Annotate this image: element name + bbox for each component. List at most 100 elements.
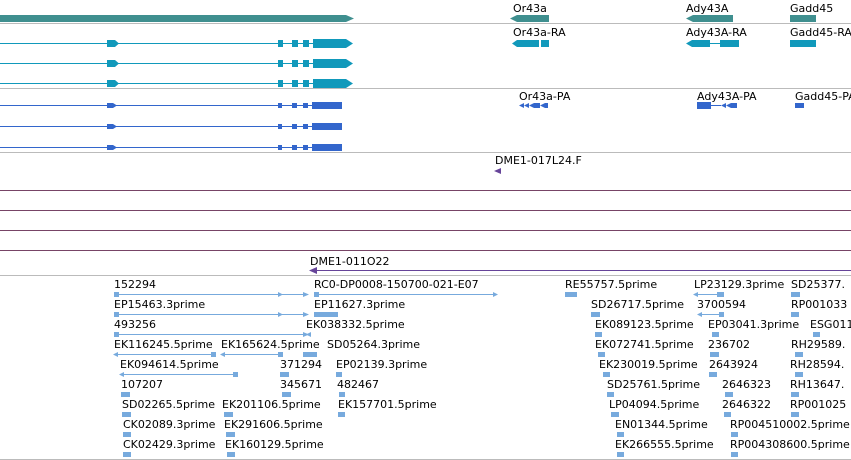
est-feature[interactable] — [282, 392, 291, 397]
est-label[interactable]: RP001033 — [791, 298, 847, 311]
est-feature[interactable] — [226, 432, 235, 437]
est-feature[interactable] — [731, 452, 738, 457]
gene-label-gadd45[interactable]: Gadd45 — [790, 2, 833, 15]
est-feature[interactable] — [725, 392, 733, 397]
est-feature[interactable] — [693, 292, 724, 297]
est-label[interactable]: 107207 — [121, 378, 163, 391]
est-feature[interactable] — [791, 392, 799, 397]
est-feature[interactable] — [607, 392, 614, 397]
est-label[interactable]: RP001025 — [790, 398, 846, 411]
est-feature[interactable] — [224, 412, 233, 417]
probe-label-dme1-011o22[interactable]: DME1-011O22 — [310, 255, 390, 268]
transcript-label-gadd45-ra[interactable]: Gadd45-RA — [790, 26, 851, 39]
est-feature[interactable] — [336, 372, 342, 377]
est-feature[interactable] — [122, 412, 131, 417]
est-feature[interactable] — [303, 352, 317, 357]
est-label[interactable]: SD05264.3prime — [327, 338, 420, 351]
protein-model[interactable] — [697, 102, 737, 109]
est-feature[interactable] — [339, 392, 345, 397]
protein-model[interactable] — [0, 144, 342, 151]
probe-feature[interactable] — [309, 267, 851, 274]
est-label[interactable]: SD26717.5prime — [591, 298, 684, 311]
protein-model[interactable] — [0, 102, 342, 109]
est-label[interactable]: 482467 — [337, 378, 379, 391]
est-feature[interactable] — [113, 352, 216, 357]
est-label[interactable]: ESG011 — [810, 318, 851, 331]
est-label[interactable]: 2646322 — [722, 398, 771, 411]
transcript-label-or43a-pa[interactable]: Or43a-PA — [519, 90, 571, 103]
est-label[interactable]: 3700594 — [697, 298, 746, 311]
est-label[interactable]: EK230019.5prime — [599, 358, 698, 371]
transcript-label-gadd45-pa[interactable]: Gadd45-PA — [795, 90, 851, 103]
est-label[interactable]: LP04094.5prime — [609, 398, 700, 411]
est-label[interactable]: CK02089.3prime — [123, 418, 216, 431]
transcript-model[interactable] — [0, 59, 353, 68]
est-feature[interactable] — [595, 332, 602, 337]
est-label[interactable]: EP11627.3prime — [314, 298, 405, 311]
est-label[interactable]: 152294 — [114, 278, 156, 291]
est-label[interactable]: EP15463.3prime — [114, 298, 205, 311]
est-feature[interactable] — [603, 372, 610, 377]
est-feature[interactable] — [114, 312, 309, 317]
est-feature[interactable] — [227, 452, 235, 457]
est-feature[interactable] — [791, 412, 799, 417]
transcript-model[interactable] — [686, 40, 739, 47]
est-feature[interactable] — [617, 432, 624, 437]
est-label[interactable]: RP004308600.5prime — [730, 438, 850, 451]
est-label[interactable]: EP03041.3prime — [708, 318, 799, 331]
transcript-label-ady43a-pa[interactable]: Ady43A-PA — [697, 90, 757, 103]
est-label[interactable]: EK266555.5prime — [615, 438, 714, 451]
est-label[interactable]: 2646323 — [722, 378, 771, 391]
est-feature[interactable] — [280, 372, 289, 377]
gene-label-ady43a[interactable]: Ady43A — [686, 2, 729, 15]
est-label[interactable]: EK160129.5prime — [225, 438, 324, 451]
est-label[interactable]: RH29589. — [791, 338, 845, 351]
gene-feature[interactable] — [790, 15, 816, 22]
est-label[interactable]: SD25761.5prime — [607, 378, 700, 391]
est-feature[interactable] — [710, 352, 719, 357]
est-feature[interactable] — [731, 432, 738, 437]
est-label[interactable]: EN01344.5prime — [615, 418, 708, 431]
est-feature[interactable] — [795, 372, 803, 377]
est-feature[interactable] — [617, 452, 624, 457]
est-label[interactable]: 345671 — [280, 378, 322, 391]
est-feature[interactable] — [598, 352, 605, 357]
est-label[interactable]: RH13647. — [790, 378, 844, 391]
est-label[interactable]: RC0-DP0008-150700-021-E07 — [314, 278, 479, 291]
gene-feature[interactable] — [0, 15, 346, 22]
est-feature[interactable] — [709, 372, 717, 377]
est-feature[interactable] — [123, 452, 131, 457]
est-feature[interactable] — [314, 312, 338, 317]
est-feature[interactable] — [791, 292, 800, 297]
transcript-label-or43a-ra[interactable]: Or43a-RA — [513, 26, 566, 39]
est-label[interactable]: EK116245.5prime — [114, 338, 213, 351]
transcript-model[interactable] — [0, 79, 353, 88]
est-feature[interactable] — [611, 412, 619, 417]
est-label[interactable]: SD25377. — [791, 278, 845, 291]
est-feature[interactable] — [791, 312, 799, 317]
est-label[interactable]: EK072741.5prime — [595, 338, 694, 351]
transcript-model[interactable] — [0, 39, 353, 48]
est-feature[interactable] — [123, 432, 131, 437]
est-label[interactable]: RE55757.5prime — [565, 278, 657, 291]
est-feature[interactable] — [119, 372, 238, 377]
gene-feature[interactable] — [693, 15, 733, 22]
transcript-label-ady43a-ra[interactable]: Ady43A-RA — [686, 26, 747, 39]
est-label[interactable]: EK165624.5prime — [221, 338, 320, 351]
est-feature[interactable] — [306, 332, 311, 337]
est-label[interactable]: EP02139.3prime — [336, 358, 427, 371]
est-feature[interactable] — [565, 292, 577, 297]
protein-model[interactable] — [0, 123, 342, 130]
est-label[interactable]: EK201106.5prime — [222, 398, 321, 411]
est-feature[interactable] — [795, 352, 803, 357]
est-label[interactable]: LP23129.3prime — [694, 278, 785, 291]
probe-feature[interactable] — [494, 168, 501, 174]
est-feature[interactable] — [220, 352, 283, 357]
gene-label-or43a[interactable]: Or43a — [513, 2, 547, 15]
est-feature[interactable] — [121, 392, 130, 397]
est-label[interactable]: CK02429.3prime — [123, 438, 216, 451]
est-label[interactable]: EK089123.5prime — [595, 318, 694, 331]
gene-feature[interactable] — [517, 15, 549, 22]
est-feature[interactable] — [338, 412, 345, 417]
est-feature[interactable] — [724, 412, 731, 417]
